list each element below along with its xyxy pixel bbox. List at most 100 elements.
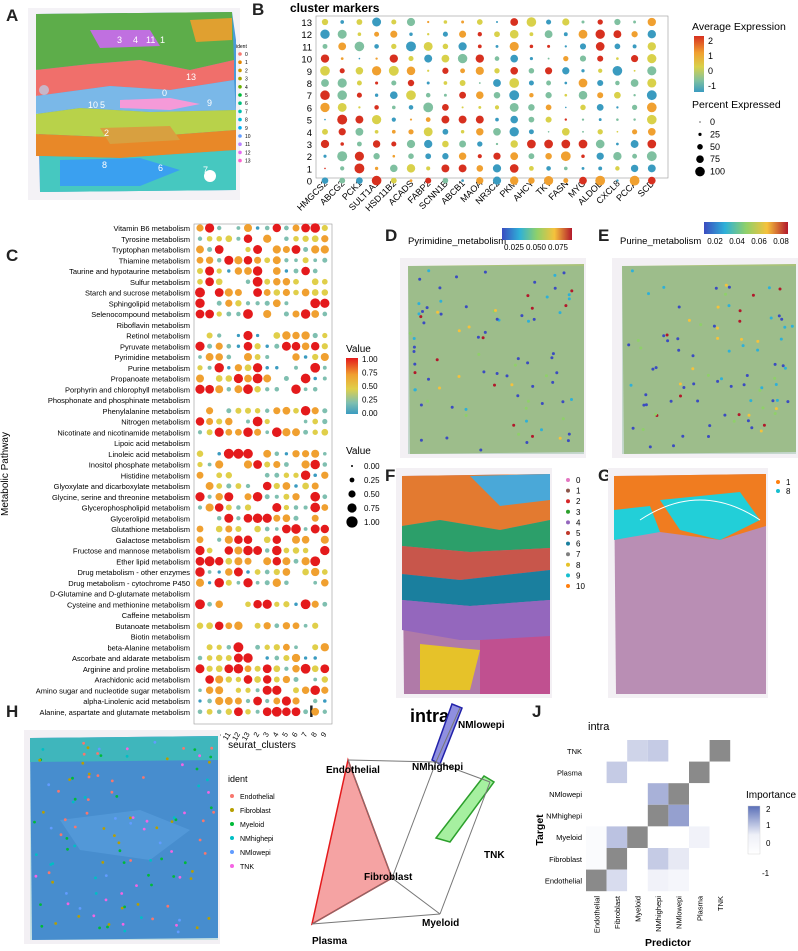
pathway-dot (310, 223, 321, 233)
spot (679, 394, 682, 398)
heatmap-cell (647, 804, 669, 827)
legend-label: 7 (245, 109, 248, 115)
legend-dot (566, 488, 570, 493)
expression-dot (458, 152, 467, 160)
pathway-label: Sulfur metabolism (130, 278, 190, 287)
expression-dot (528, 153, 535, 160)
pathway-dot (293, 505, 299, 510)
spot (419, 438, 423, 442)
heatmap-cell (689, 869, 710, 892)
pathway-dot (245, 246, 251, 253)
spot (517, 432, 521, 436)
pct-tick: 100 (710, 167, 725, 177)
spot (773, 376, 777, 380)
spot (666, 339, 670, 343)
network-node-myeloid: Myeloid (422, 918, 459, 929)
expression-dot (495, 117, 499, 122)
expression-dot (581, 20, 585, 24)
svg-text:7: 7 (203, 165, 208, 175)
spot (174, 818, 178, 822)
spot (165, 757, 169, 761)
spot (708, 424, 712, 428)
expression-dot (354, 151, 364, 161)
pathway-dot (302, 235, 309, 242)
pathway-dot (225, 655, 232, 661)
expression-dot (477, 32, 482, 37)
panel-c-color-title: Value (346, 344, 371, 355)
spot (123, 905, 126, 909)
spot (648, 445, 652, 449)
expression-dot (374, 129, 379, 134)
pathway-label: Tryptophan metabolism (112, 246, 190, 255)
cluster-row-label: 1 (307, 164, 312, 175)
expression-dot (321, 177, 329, 184)
expression-dot (615, 80, 620, 86)
pathway-dot (274, 655, 280, 661)
pathway-dot (206, 332, 213, 339)
importance-tick: 2 (766, 805, 771, 814)
spot (774, 383, 778, 386)
expression-dot (528, 104, 535, 111)
pathway-dot (292, 428, 300, 437)
spot (33, 820, 36, 824)
spot (510, 383, 514, 387)
heatmap-cell (586, 761, 607, 784)
cluster-tick: 12 (230, 731, 242, 743)
spot (723, 413, 727, 417)
expression-dot (564, 45, 567, 48)
expression-dot (372, 17, 382, 27)
pathway-dot (227, 366, 231, 370)
expression-dot (423, 41, 433, 51)
pathway-dot (244, 364, 252, 372)
expression-dot (374, 166, 379, 171)
expression-dot (598, 118, 602, 122)
legend-dot (230, 864, 234, 868)
expression-dot (633, 94, 636, 97)
legend-label: 10 (245, 134, 251, 140)
expression-dot (477, 141, 483, 147)
expression-dot (424, 54, 433, 63)
legend-label: Fibroblast (240, 808, 271, 815)
expression-dot (529, 32, 534, 37)
pathway-dot (217, 537, 222, 542)
spot (738, 309, 742, 313)
pathway-label: Galactose metabolism (116, 536, 190, 545)
pathway-dot (254, 343, 261, 350)
spot (178, 875, 182, 879)
pathway-dot (224, 288, 233, 297)
spot (464, 407, 468, 411)
pathway-dot (282, 245, 290, 254)
pathway-dot (283, 547, 290, 554)
pathway-dot (243, 513, 253, 523)
pathway-dot (245, 698, 251, 704)
expression-dot (475, 66, 484, 75)
pathway-dot (321, 676, 329, 683)
pathway-dot (264, 548, 270, 553)
expression-dot (425, 177, 432, 184)
pathway-dot (301, 223, 310, 233)
pathway-dot (281, 696, 291, 706)
expression-dot (564, 81, 568, 85)
spot (727, 349, 731, 353)
pathway-dot (303, 656, 308, 660)
spot (627, 343, 631, 347)
target-label: Endothelial (545, 876, 582, 885)
spot (172, 875, 176, 878)
pathway-dot (196, 471, 204, 479)
pathway-dot (244, 665, 252, 673)
pathway-dot (294, 645, 298, 650)
heatmap-cell (709, 848, 731, 870)
spot (427, 377, 430, 381)
spot (512, 423, 516, 427)
pathway-dot (282, 557, 291, 566)
expression-dot (632, 44, 637, 49)
pathway-dot (245, 483, 251, 489)
pathway-dot (195, 556, 205, 566)
expression-dot (493, 91, 501, 99)
pathway-dot (224, 492, 234, 502)
spot (644, 393, 648, 397)
pathway-dot (301, 450, 310, 458)
pathway-dot (207, 343, 213, 349)
pathway-dot (226, 387, 232, 392)
pathway-dot (207, 365, 212, 370)
